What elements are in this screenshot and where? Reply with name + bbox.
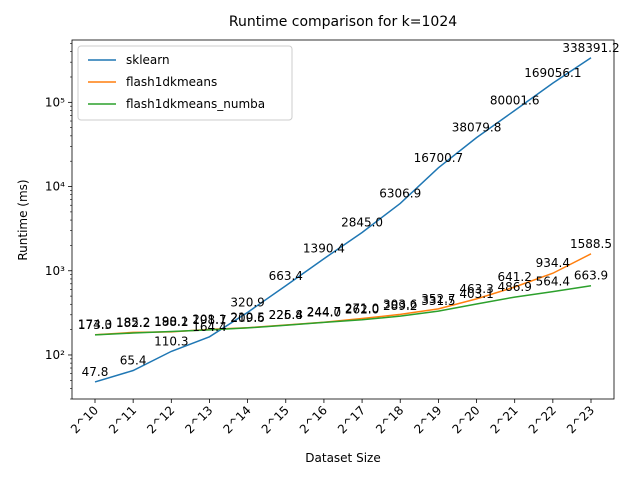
x-tick-label: 2^19 xyxy=(411,403,444,436)
series-line-flash1dkmeans_numba xyxy=(94,284,592,336)
data-label-sklearn: 80001.6 xyxy=(490,94,540,108)
x-tick-label: 2^21 xyxy=(488,403,521,436)
x-tick-label: 2^20 xyxy=(449,403,482,436)
data-label-flash1dkmeans: 934.4 xyxy=(536,256,570,270)
x-tick-label: 2^18 xyxy=(373,403,406,436)
data-label-sklearn: 1390.4 xyxy=(303,242,345,256)
data-label-flash1dkmeans: 244.7 xyxy=(307,305,341,319)
data-label-flash1dkmeans_numba: 403.1 xyxy=(459,287,493,301)
y-axis-label: Runtime (ms) xyxy=(16,179,30,260)
data-label-flash1dkmeans: 271.0 xyxy=(345,302,379,316)
data-label-flash1dkmeans_numba: 173.3 xyxy=(78,318,112,332)
data-label-sklearn: 47.8 xyxy=(82,365,109,379)
x-tick-label: 2^13 xyxy=(182,403,215,436)
data-label-flash1dkmeans_numba: 182.2 xyxy=(116,316,150,330)
chart-title: Runtime comparison for k=1024 xyxy=(229,14,457,30)
data-label-sklearn: 110.3 xyxy=(154,334,188,348)
data-label-sklearn: 2845.0 xyxy=(341,216,383,230)
data-label-flash1dkmeans: 201.1 xyxy=(192,312,226,326)
data-label-flash1dkmeans_numba: 244.0 xyxy=(307,305,341,319)
data-label-flash1dkmeans: 174.0 xyxy=(78,318,112,332)
data-label-flash1dkmeans: 352.7 xyxy=(421,292,455,306)
data-label-flash1dkmeans_numba: 190.1 xyxy=(154,314,188,328)
axes-frame xyxy=(71,39,615,400)
data-label-flash1dkmeans_numba: 289.2 xyxy=(383,299,417,313)
data-label-sklearn: 16700.7 xyxy=(414,151,464,165)
legend-label: flash1dkmeans xyxy=(126,75,217,89)
series-line-sklearn xyxy=(94,57,592,383)
y-tick-label: 10³ xyxy=(45,264,65,278)
x-tick-label: 2^15 xyxy=(259,403,292,436)
data-label-flash1dkmeans: 226.8 xyxy=(269,308,303,322)
legend: sklearn flash1dkmeans flash1dkmeans_numba xyxy=(77,45,293,121)
data-label-flash1dkmeans: 1588.5 xyxy=(570,237,612,251)
data-label-flash1dkmeans: 463.3 xyxy=(459,282,493,296)
data-label-flash1dkmeans_numba: 198.7 xyxy=(192,313,226,327)
x-tick-label: 2^11 xyxy=(106,403,139,436)
data-label-flash1dkmeans_numba: 663.9 xyxy=(574,269,608,283)
data-label-sklearn: 6306.9 xyxy=(379,186,421,200)
data-label-flash1dkmeans_numba: 209.6 xyxy=(230,311,264,325)
data-label-flash1dkmeans_numba: 225.4 xyxy=(269,308,303,322)
x-tick-label: 2^14 xyxy=(221,403,254,436)
x-tick-label: 2^22 xyxy=(526,403,559,436)
x-tick-label: 2^12 xyxy=(144,403,177,436)
data-label-flash1dkmeans_numba: 262.0 xyxy=(345,303,379,317)
legend-box xyxy=(77,45,293,121)
data-label-flash1dkmeans: 188.2 xyxy=(154,315,188,329)
x-tick-label: 2^10 xyxy=(68,403,101,436)
data-label-sklearn: 65.4 xyxy=(120,353,147,367)
data-label-sklearn: 663.4 xyxy=(269,269,303,283)
data-label-flash1dkmeans_numba: 331.5 xyxy=(421,294,455,308)
y-tick-label: 10⁴ xyxy=(45,180,65,194)
x-tick-label: 2^16 xyxy=(297,403,330,436)
data-label-flash1dkmeans: 185.2 xyxy=(116,315,150,329)
data-label-sklearn: 169056.1 xyxy=(524,66,581,80)
data-label-flash1dkmeans_numba: 486.9 xyxy=(498,280,532,294)
x-axis-label: Dataset Size xyxy=(305,451,380,465)
data-label-flash1dkmeans: 303.6 xyxy=(383,297,417,311)
legend-label: flash1dkmeans_numba xyxy=(126,97,265,111)
data-label-sklearn: 38079.8 xyxy=(452,121,502,135)
x-tick-label: 2^23 xyxy=(564,403,597,436)
data-label-sklearn: 164.4 xyxy=(192,320,226,334)
data-label-sklearn: 338391.2 xyxy=(562,41,619,55)
y-tick-label: 10² xyxy=(45,348,65,362)
x-tick-label: 2^17 xyxy=(335,403,368,436)
y-tick-label: 10⁵ xyxy=(45,95,65,109)
data-label-sklearn: 320.9 xyxy=(230,295,264,309)
plot-area: 2^10 2^11 2^12 2^13 2^14 2^15 2^16 2^17 2^18 2^19… xyxy=(45,39,620,436)
data-label-flash1dkmeans: 641.2 xyxy=(498,270,532,284)
legend-label: sklearn xyxy=(126,53,170,67)
data-label-flash1dkmeans_numba: 564.4 xyxy=(536,275,570,289)
data-label-flash1dkmeans: 210.5 xyxy=(230,311,264,325)
